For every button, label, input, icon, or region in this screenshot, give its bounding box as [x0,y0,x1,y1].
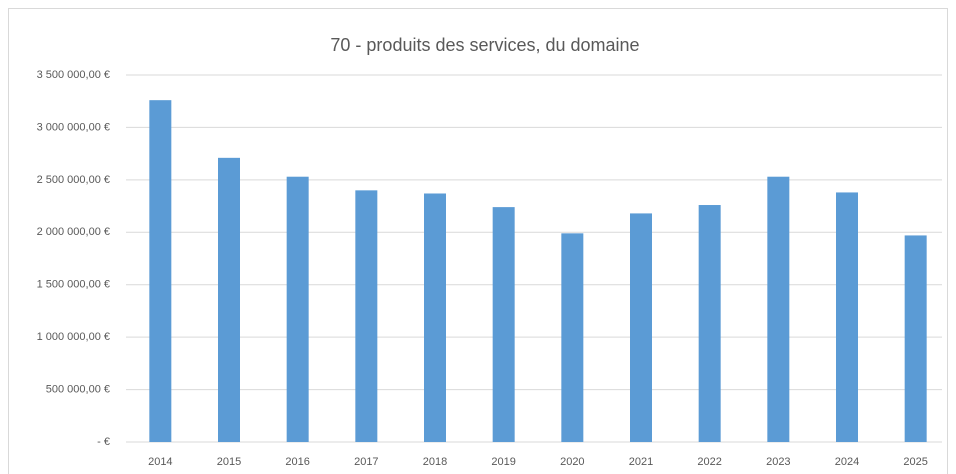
y-tick-label: 1 500 000,00 € [37,279,110,291]
x-tick-label: 2017 [354,456,378,468]
bar [561,233,584,442]
bar [218,157,240,442]
x-tick-label: 2025 [903,456,927,468]
bar [836,192,858,442]
x-tick-label: 2015 [217,456,241,468]
y-tick-label: 1 000 000,00 € [37,331,110,343]
bar [630,213,652,442]
x-tick-label: 2021 [629,456,653,468]
y-tick-label: 3 000 000,00 € [37,121,110,133]
y-tick-label: 500 000,00 € [46,383,110,395]
bar [492,207,515,442]
x-tick-label: 2022 [697,456,721,468]
bar [698,205,721,442]
x-tick-label: 2018 [423,456,447,468]
y-tick-label: - € [97,436,110,448]
chart-title: 70 - produits des services, du domaine [330,35,639,55]
bar [149,100,172,442]
y-tick-label: 2 000 000,00 € [37,226,110,238]
bar [355,190,378,442]
x-tick-label: 2024 [835,456,859,468]
x-tick-label: 2016 [285,456,309,468]
x-tick-label: 2020 [560,456,584,468]
x-tick-label: 2014 [148,456,172,468]
y-tick-label: 3 500 000,00 € [37,69,110,81]
y-tick-label: 2 500 000,00 € [37,174,110,186]
bar [424,193,446,442]
x-tick-label: 2019 [491,456,515,468]
bar [904,235,927,442]
bar [767,176,790,442]
bar [286,176,309,442]
x-tick-label: 2023 [766,456,790,468]
